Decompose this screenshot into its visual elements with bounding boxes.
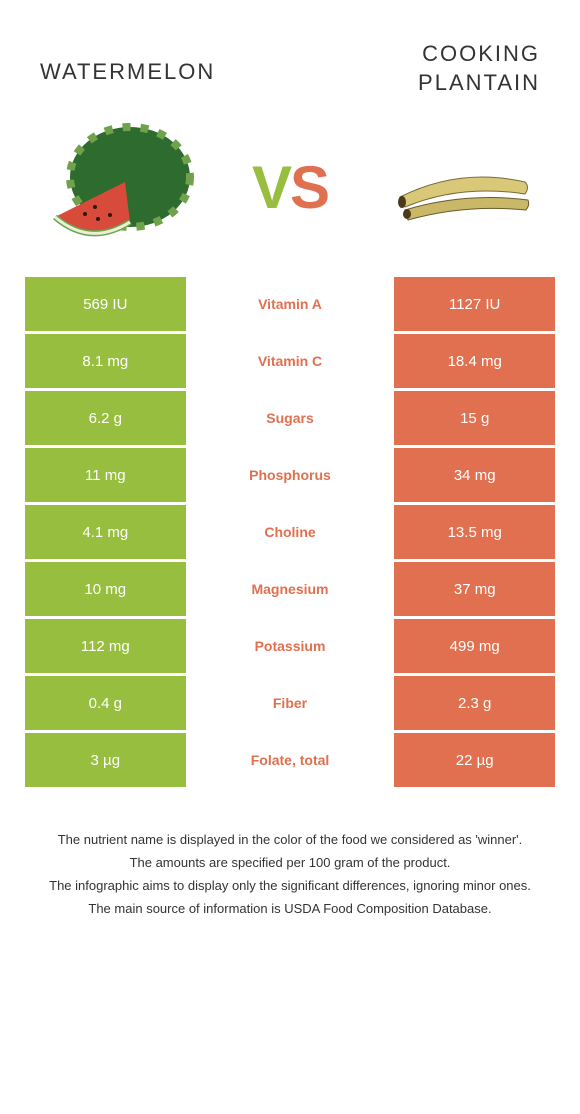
- cell-left-value: 4.1 mg: [25, 505, 186, 559]
- cell-right-value: 18.4 mg: [394, 334, 555, 388]
- title-right: COOKINGPLANTAIN: [290, 40, 540, 97]
- cell-left-value: 0.4 g: [25, 676, 186, 730]
- cell-nutrient-label: Fiber: [186, 676, 395, 730]
- cell-nutrient-label: Phosphorus: [186, 448, 395, 502]
- table-row: 10 mgMagnesium37 mg: [25, 562, 555, 616]
- cell-left-value: 8.1 mg: [25, 334, 186, 388]
- cell-nutrient-label: Vitamin A: [186, 277, 395, 331]
- cell-right-value: 499 mg: [394, 619, 555, 673]
- cell-nutrient-label: Folate, total: [186, 733, 395, 787]
- cell-left-value: 10 mg: [25, 562, 186, 616]
- vs-text: VS: [252, 153, 328, 222]
- cell-nutrient-label: Vitamin C: [186, 334, 395, 388]
- cell-right-value: 2.3 g: [394, 676, 555, 730]
- cell-nutrient-label: Sugars: [186, 391, 395, 445]
- cell-nutrient-label: Choline: [186, 505, 395, 559]
- watermelon-icon: [40, 122, 200, 252]
- cell-left-value: 6.2 g: [25, 391, 186, 445]
- cell-nutrient-label: Magnesium: [186, 562, 395, 616]
- table-row: 112 mgPotassium499 mg: [25, 619, 555, 673]
- table-row: 4.1 mgCholine13.5 mg: [25, 505, 555, 559]
- cell-right-value: 22 µg: [394, 733, 555, 787]
- title-left: WATERMELON: [40, 40, 290, 97]
- header-row: WATERMELON COOKINGPLANTAIN: [0, 20, 580, 107]
- vs-row: VS: [0, 107, 580, 277]
- cell-right-value: 13.5 mg: [394, 505, 555, 559]
- footer: The nutrient name is displayed in the co…: [0, 790, 580, 941]
- plantain-icon: [380, 122, 540, 252]
- cell-left-value: 3 µg: [25, 733, 186, 787]
- table-row: 0.4 gFiber2.3 g: [25, 676, 555, 730]
- cell-right-value: 34 mg: [394, 448, 555, 502]
- nutrient-table: 569 IUVitamin A1127 IU8.1 mgVitamin C18.…: [0, 277, 580, 787]
- table-row: 8.1 mgVitamin C18.4 mg: [25, 334, 555, 388]
- cell-nutrient-label: Potassium: [186, 619, 395, 673]
- table-row: 3 µgFolate, total22 µg: [25, 733, 555, 787]
- cell-right-value: 1127 IU: [394, 277, 555, 331]
- footer-line-3: The infographic aims to display only the…: [30, 876, 550, 897]
- cell-left-value: 11 mg: [25, 448, 186, 502]
- cell-right-value: 37 mg: [394, 562, 555, 616]
- table-row: 569 IUVitamin A1127 IU: [25, 277, 555, 331]
- footer-line-2: The amounts are specified per 100 gram o…: [30, 853, 550, 874]
- cell-left-value: 569 IU: [25, 277, 186, 331]
- table-row: 11 mgPhosphorus34 mg: [25, 448, 555, 502]
- cell-left-value: 112 mg: [25, 619, 186, 673]
- cell-right-value: 15 g: [394, 391, 555, 445]
- table-row: 6.2 gSugars15 g: [25, 391, 555, 445]
- footer-line-1: The nutrient name is displayed in the co…: [30, 830, 550, 851]
- footer-line-4: The main source of information is USDA F…: [30, 899, 550, 920]
